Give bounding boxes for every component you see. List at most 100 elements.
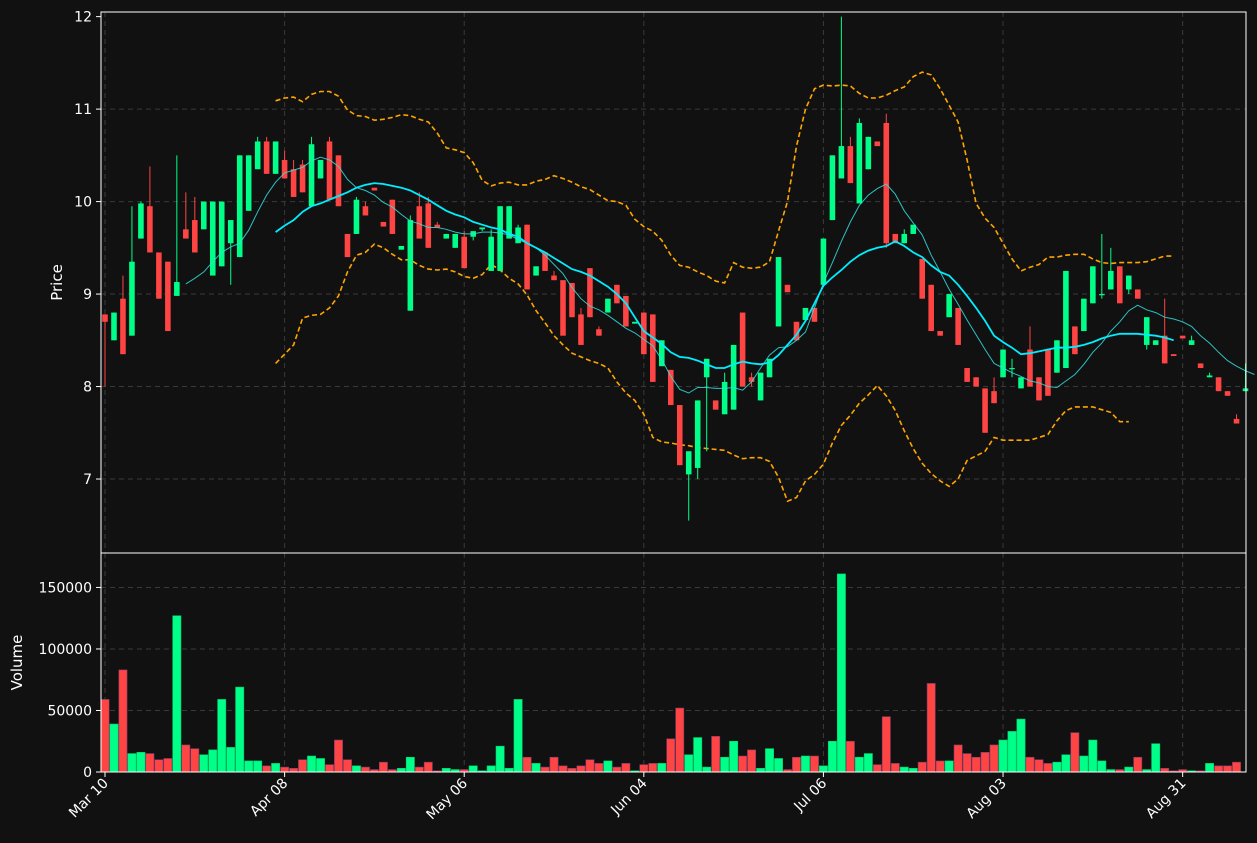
volume-bar-up xyxy=(1061,754,1071,773)
volume-bar-down xyxy=(621,763,631,773)
candle-up xyxy=(515,227,521,244)
volume-bar-up xyxy=(729,740,739,773)
candle-up xyxy=(506,206,512,239)
candle-up xyxy=(901,233,908,244)
volume-bar-down xyxy=(1160,768,1170,773)
candle-down xyxy=(156,252,162,299)
candle-down xyxy=(362,206,369,216)
volume-bar-down xyxy=(639,764,649,773)
ma-slow-line xyxy=(275,182,1174,369)
volume-bar-up xyxy=(854,756,864,773)
volume-bar-up xyxy=(1016,718,1026,773)
volume-bar-down xyxy=(549,756,559,773)
candle-down xyxy=(569,282,575,318)
candle-up xyxy=(721,381,728,415)
candle-down xyxy=(641,312,647,355)
volume-bar-down xyxy=(881,716,891,773)
volume-bar-up xyxy=(657,763,667,773)
candle-down xyxy=(578,314,584,345)
candle-up xyxy=(775,257,782,327)
candle-up xyxy=(317,159,324,179)
candle-down xyxy=(1045,349,1051,396)
volume-bar-down xyxy=(585,759,595,773)
candle-down xyxy=(784,284,791,293)
volume-bar-down xyxy=(648,763,658,773)
volume-tick-label: 0 xyxy=(83,765,92,781)
volume-bar-up xyxy=(899,766,909,773)
volume-bar-up xyxy=(1097,760,1107,773)
volume-bar-up xyxy=(226,747,236,773)
candle-up xyxy=(730,344,737,410)
candle-down xyxy=(1215,377,1222,392)
candle-up xyxy=(111,312,117,341)
volume-bar-up xyxy=(908,768,918,773)
candles xyxy=(102,16,1249,521)
volume-bar-down xyxy=(289,768,299,773)
candle-down xyxy=(542,252,548,271)
candle-down xyxy=(1161,335,1168,364)
volume-bar-down xyxy=(917,761,927,773)
candle-down xyxy=(793,321,800,341)
candle-up xyxy=(533,266,539,276)
volume-bars xyxy=(100,573,1241,773)
price-axis-ticks: 7 8 9 10 11 12 xyxy=(74,10,101,488)
candle-up xyxy=(209,201,216,276)
candle-up xyxy=(1188,340,1195,345)
volume-bar-down xyxy=(181,744,191,773)
volume-bar-up xyxy=(720,756,730,773)
volume-bar-down xyxy=(953,744,963,773)
candle-down xyxy=(1117,266,1123,304)
candle-down xyxy=(1027,349,1033,387)
candle-up xyxy=(1099,294,1105,296)
candle-up xyxy=(1000,349,1006,378)
volume-bar-down xyxy=(1223,765,1232,773)
candle-up xyxy=(802,307,809,320)
candle-down xyxy=(524,224,530,290)
candle-up xyxy=(1090,266,1096,304)
volume-bar-up xyxy=(756,768,765,773)
candle-down xyxy=(371,187,378,191)
volume-bar-down xyxy=(747,749,757,773)
candle-up xyxy=(443,233,450,239)
volume-bar-up xyxy=(765,748,774,773)
candle-down xyxy=(281,159,288,179)
candle-up xyxy=(829,155,836,221)
volume-bar-down xyxy=(567,768,577,773)
volume-axis-title: Volume xyxy=(8,635,26,691)
volume-bar-down xyxy=(163,758,173,773)
candle-up xyxy=(227,220,234,244)
candle-up xyxy=(254,141,261,170)
volume-bar-up xyxy=(863,753,873,773)
candle-down xyxy=(991,391,997,404)
candle-up xyxy=(1081,298,1087,332)
volume-panel-frame xyxy=(100,552,1247,773)
candle-down xyxy=(1170,354,1177,357)
volume-bar-up xyxy=(1079,755,1089,773)
volume-bar-up xyxy=(441,768,451,773)
candle-down xyxy=(892,233,899,244)
volume-bar-down xyxy=(1214,765,1223,773)
volume-bar-up xyxy=(1007,731,1017,773)
volume-tick-label: 150000 xyxy=(39,580,92,596)
volume-bar-down xyxy=(666,738,676,773)
volume-bar-down xyxy=(1025,756,1035,773)
volume-bar-down xyxy=(1133,756,1143,773)
candle-down xyxy=(919,258,925,299)
candle-up xyxy=(820,238,827,285)
volume-bar-down xyxy=(926,683,936,773)
candle-up xyxy=(757,372,764,401)
volume-bar-up xyxy=(244,760,254,773)
candle-down xyxy=(587,268,593,318)
volume-bar-up xyxy=(1052,761,1062,773)
volume-bar-up xyxy=(693,737,703,773)
volume-bar-down xyxy=(334,739,343,773)
bollinger-bands xyxy=(275,71,1174,503)
candle-down xyxy=(739,312,746,387)
volume-bar-down xyxy=(612,766,622,773)
candle-down xyxy=(982,388,988,433)
volume-bar-up xyxy=(352,765,361,773)
candle-up xyxy=(694,400,701,468)
volume-bar-down xyxy=(522,756,532,773)
candle-down xyxy=(335,155,342,207)
price-tick-label: 12 xyxy=(74,10,92,26)
